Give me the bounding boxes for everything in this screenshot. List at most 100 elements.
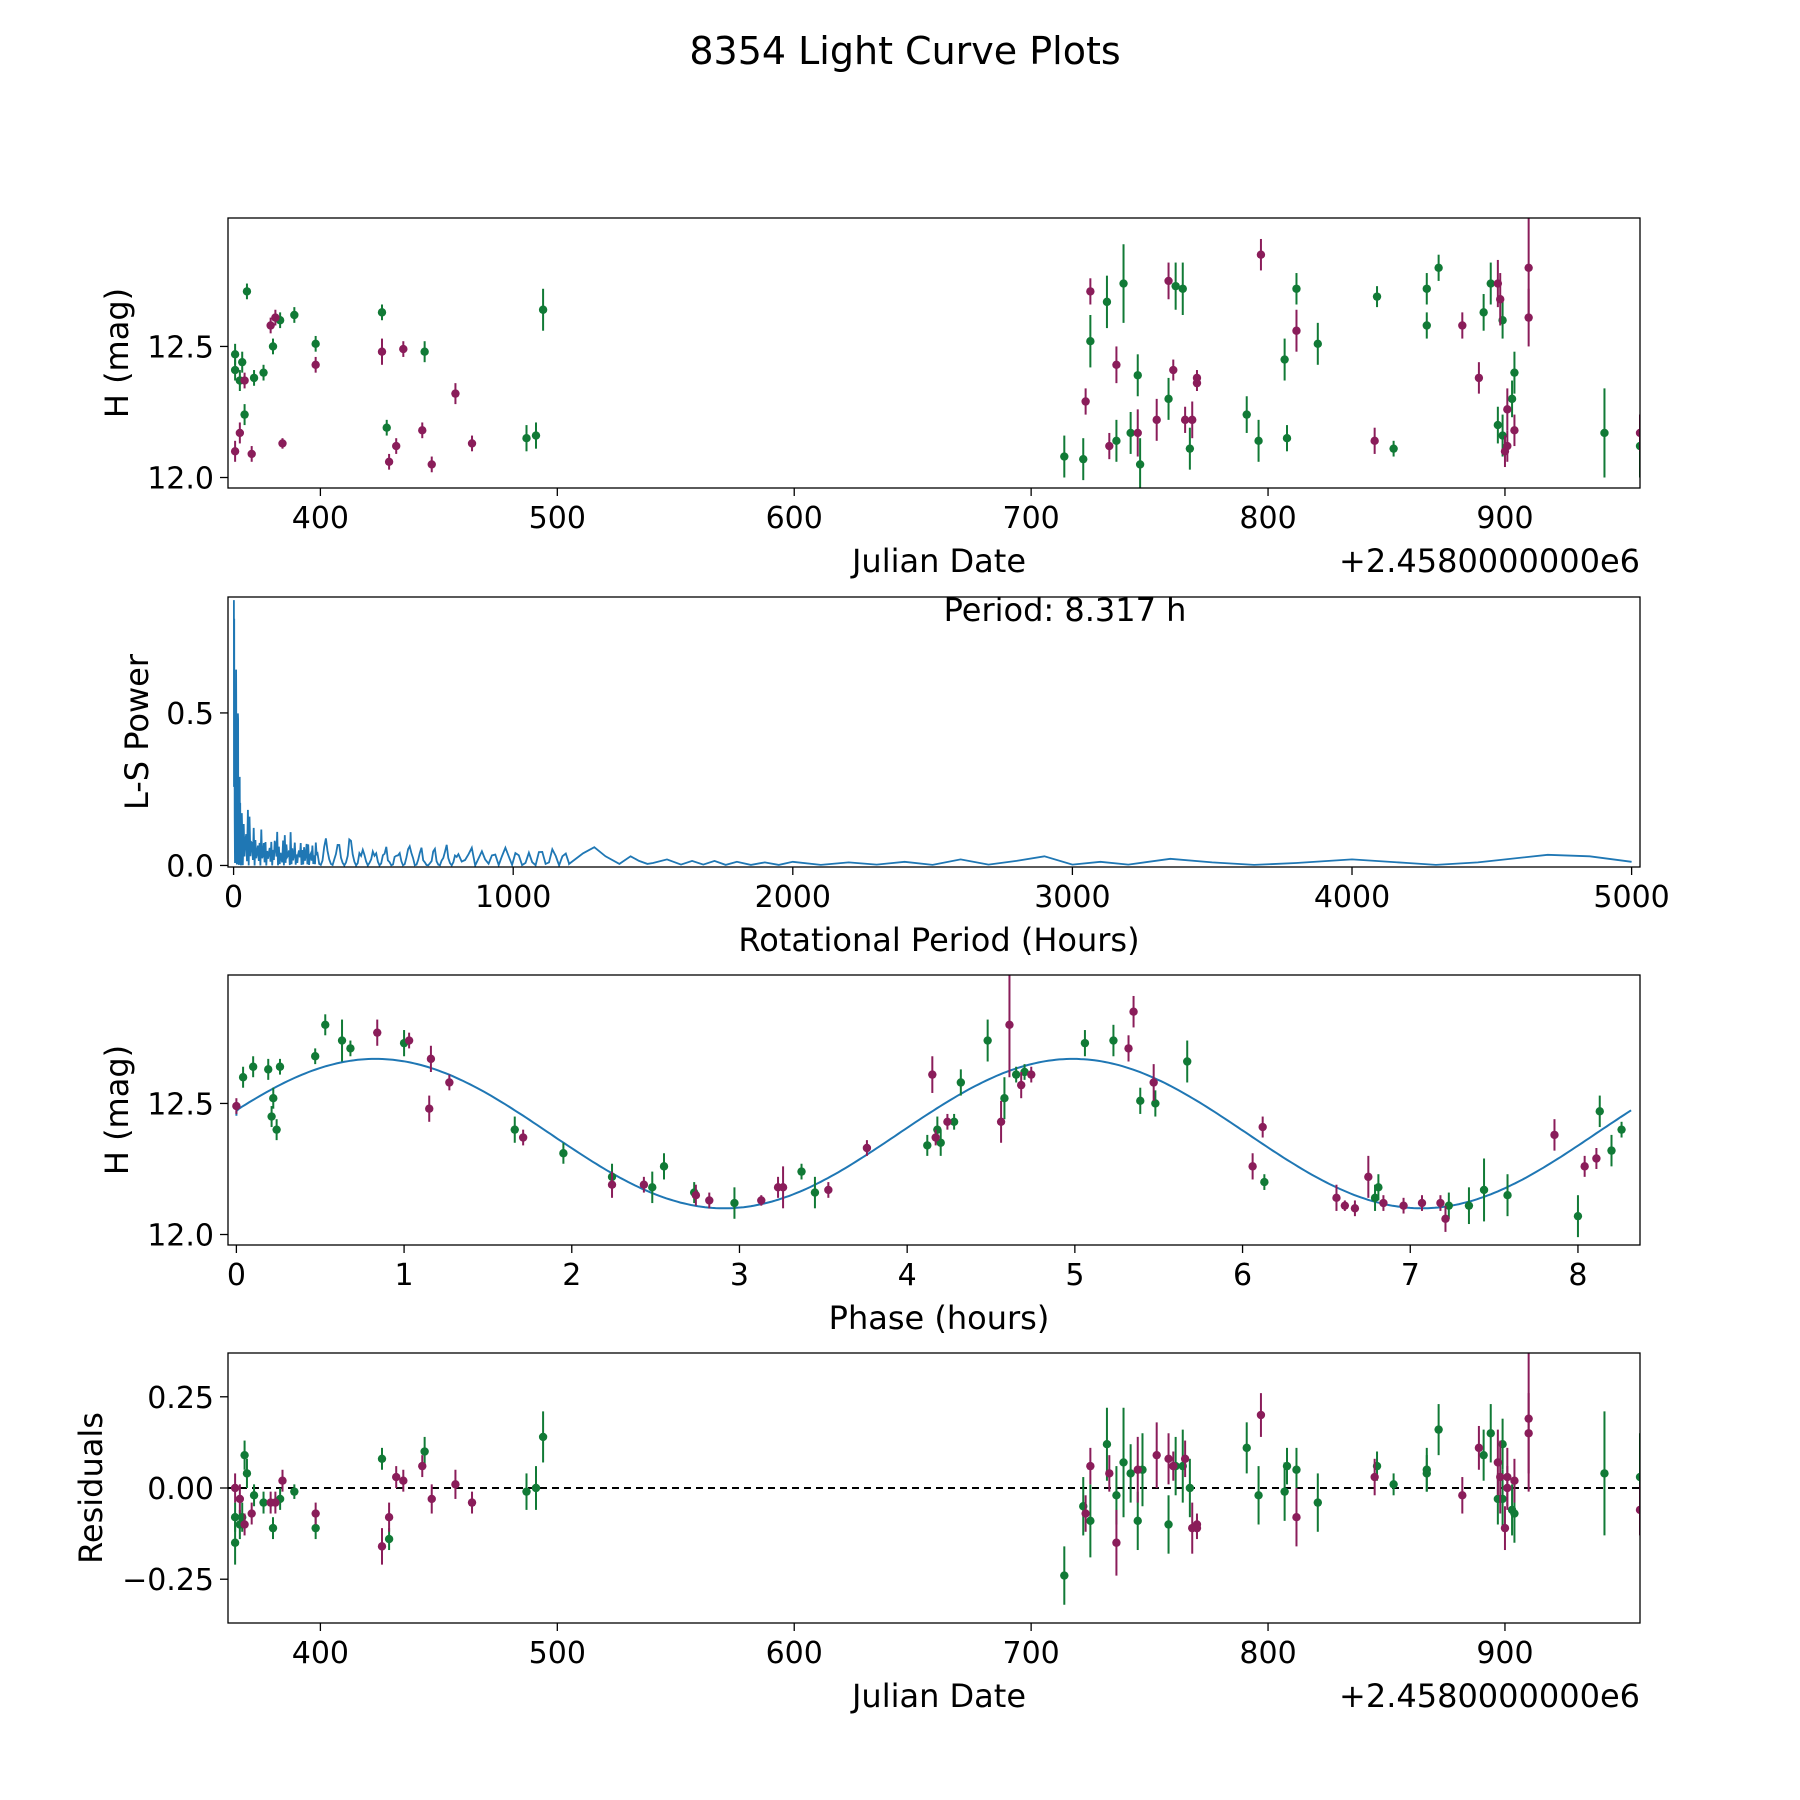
data-point (1370, 1193, 1380, 1203)
data-point (346, 1044, 355, 1053)
data-point (1119, 1458, 1128, 1467)
data-point (1254, 1491, 1263, 1500)
data-point (290, 310, 299, 320)
data-point (1112, 436, 1121, 446)
chart-residuals: 400 500 600 700 800 900 −0.25 0.00 0.25 Julian Da… (72, 1352, 1641, 1715)
data-point (1595, 1107, 1604, 1116)
x-tick-label: 700 (1003, 1636, 1060, 1671)
data-point (259, 1498, 268, 1507)
series-purple (232, 975, 1601, 1232)
x-tick-label: 600 (766, 1636, 823, 1671)
x-tick-label: 800 (1239, 501, 1296, 536)
data-point (1180, 1454, 1190, 1464)
x-tick-label: 3 (730, 1258, 749, 1293)
phased-xlabel: Phase (hours) (829, 1299, 1050, 1337)
data-point (230, 1512, 240, 1522)
data-point (418, 426, 427, 435)
data-point (1133, 1465, 1142, 1474)
data-point (247, 449, 256, 459)
data-point (1178, 284, 1187, 293)
x-tick-label: 0 (227, 1258, 246, 1293)
data-point (1458, 321, 1467, 330)
data-point (264, 1065, 273, 1074)
data-point (266, 321, 275, 330)
data-point (531, 431, 541, 440)
data-point (923, 1141, 932, 1150)
data-point (384, 1534, 394, 1544)
data-point (275, 1062, 285, 1071)
data-point (648, 1183, 657, 1192)
x-tick-label: 500 (529, 1636, 586, 1671)
data-point (1479, 1185, 1489, 1195)
data-point (797, 1167, 806, 1176)
data-point (230, 365, 240, 375)
periodogram-frame (227, 596, 1641, 868)
data-point (427, 460, 436, 469)
data-point (931, 1133, 940, 1142)
data-point (230, 447, 240, 456)
data-point (1422, 284, 1431, 293)
data-point (420, 1447, 429, 1456)
data-point (1434, 1425, 1443, 1434)
data-point (1192, 1523, 1202, 1533)
data-point (705, 1196, 714, 1205)
data-point (1500, 1523, 1510, 1533)
data-point (1112, 360, 1121, 369)
data-point (240, 1520, 249, 1529)
data-point (1496, 295, 1505, 304)
data-point (943, 1117, 952, 1126)
data-point (1129, 1007, 1138, 1016)
data-point (1503, 1472, 1512, 1482)
data-point (1185, 444, 1195, 453)
data-point (1081, 397, 1090, 406)
data-point (1486, 1429, 1495, 1438)
data-point (1164, 1454, 1173, 1464)
x-tick-label: 4000 (1314, 880, 1390, 915)
data-point (1332, 1193, 1341, 1203)
lightcurve-frame (227, 217, 1641, 489)
data-point (1374, 1183, 1383, 1192)
data-point (238, 357, 247, 367)
offset-label: +2.4580000000e6 (1339, 1677, 1640, 1715)
y-tick-label: 12.0 (147, 462, 214, 497)
data-point (659, 1162, 669, 1171)
x-tick-label: 0 (224, 880, 243, 915)
data-point (1458, 1491, 1467, 1500)
data-point (1282, 1461, 1292, 1471)
data-point (1313, 339, 1322, 349)
data-point (1242, 410, 1251, 419)
data-point (1126, 428, 1135, 438)
data-point (1635, 428, 1640, 438)
data-point (1079, 454, 1088, 464)
data-point (230, 1538, 240, 1547)
data-point (1060, 1571, 1069, 1580)
x-tick-label: 7 (1401, 1258, 1420, 1293)
series-green (230, 1404, 1640, 1605)
data-point (1086, 337, 1095, 346)
data-point (1464, 1201, 1474, 1210)
data-point (1292, 284, 1301, 293)
data-point (1510, 426, 1519, 435)
y-tick-label: −0.25 (122, 1563, 214, 1598)
data-point (639, 1180, 649, 1189)
data-point (1105, 441, 1114, 451)
data-point (240, 410, 249, 419)
data-point (730, 1198, 739, 1208)
data-point (377, 308, 387, 317)
data-point (1600, 1469, 1609, 1478)
data-point (1258, 1122, 1267, 1132)
data-point (1474, 1443, 1484, 1453)
data-point (1254, 436, 1263, 446)
data-point (538, 305, 548, 314)
data-point (1164, 1520, 1173, 1529)
x-tick-label: 900 (1476, 1636, 1533, 1671)
data-point (272, 1125, 281, 1134)
x-tick-label: 1 (395, 1258, 414, 1293)
data-point (311, 1052, 320, 1061)
data-point (399, 344, 408, 354)
data-point (271, 313, 280, 322)
data-point (267, 1112, 276, 1121)
y-tick-label: 12.5 (147, 1087, 214, 1122)
lightcurve-plot-area (230, 218, 1640, 488)
data-point (1183, 1057, 1192, 1066)
